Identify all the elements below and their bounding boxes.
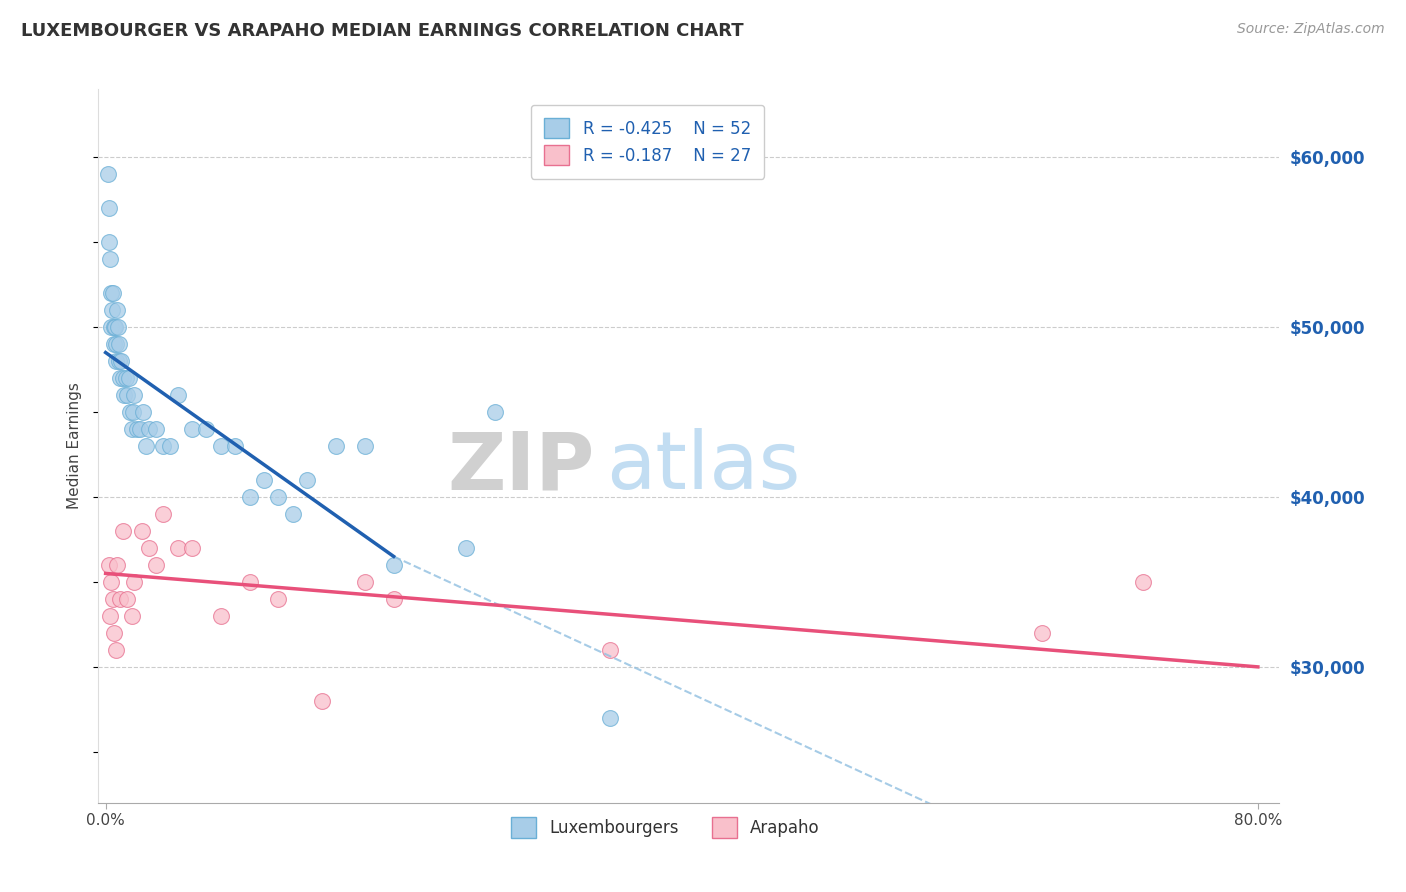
- Point: [107, 320, 129, 334]
- Text: atlas: atlas: [606, 428, 800, 507]
- Point: [267, 591, 290, 606]
- Point: [209, 608, 232, 623]
- Point: [382, 591, 405, 606]
- Point: [101, 591, 124, 606]
- Point: [120, 405, 142, 419]
- Point: [97, 167, 120, 181]
- Point: [354, 574, 377, 589]
- Point: [267, 490, 290, 504]
- Point: [181, 541, 204, 555]
- Point: [599, 711, 621, 725]
- Point: [239, 490, 262, 504]
- Point: [111, 371, 134, 385]
- Point: [110, 354, 132, 368]
- Point: [112, 388, 135, 402]
- Point: [124, 388, 146, 402]
- Point: [145, 558, 167, 572]
- Point: [104, 643, 127, 657]
- Point: [100, 574, 122, 589]
- Point: [101, 286, 124, 301]
- Point: [98, 608, 121, 623]
- Point: [115, 388, 138, 402]
- Point: [98, 252, 121, 266]
- Point: [132, 405, 155, 419]
- Point: [239, 574, 262, 589]
- Point: [124, 574, 146, 589]
- Point: [111, 524, 134, 538]
- Point: [152, 507, 174, 521]
- Point: [129, 422, 152, 436]
- Point: [101, 303, 124, 318]
- Point: [166, 541, 188, 555]
- Point: [104, 320, 127, 334]
- Point: [131, 524, 153, 538]
- Point: [114, 371, 136, 385]
- Point: [135, 439, 157, 453]
- Point: [108, 371, 131, 385]
- Point: [181, 422, 204, 436]
- Point: [103, 320, 125, 334]
- Point: [107, 337, 129, 351]
- Point: [97, 201, 120, 215]
- Y-axis label: Median Earnings: Median Earnings: [67, 383, 83, 509]
- Point: [159, 439, 181, 453]
- Point: [145, 422, 167, 436]
- Point: [354, 439, 377, 453]
- Point: [297, 473, 319, 487]
- Text: Source: ZipAtlas.com: Source: ZipAtlas.com: [1237, 22, 1385, 37]
- Point: [98, 235, 121, 249]
- Point: [108, 354, 131, 368]
- Point: [105, 303, 128, 318]
- Point: [281, 507, 304, 521]
- Point: [224, 439, 246, 453]
- Point: [121, 422, 143, 436]
- Point: [484, 405, 506, 419]
- Point: [118, 371, 141, 385]
- Point: [253, 473, 276, 487]
- Point: [105, 354, 128, 368]
- Point: [382, 558, 405, 572]
- Point: [152, 439, 174, 453]
- Point: [454, 541, 477, 555]
- Point: [1031, 626, 1053, 640]
- Point: [97, 558, 120, 572]
- Point: [100, 320, 122, 334]
- Point: [122, 405, 145, 419]
- Point: [103, 337, 125, 351]
- Legend: Luxembourgers, Arapaho: Luxembourgers, Arapaho: [505, 811, 827, 845]
- Text: LUXEMBOURGER VS ARAPAHO MEDIAN EARNINGS CORRELATION CHART: LUXEMBOURGER VS ARAPAHO MEDIAN EARNINGS …: [21, 22, 744, 40]
- Point: [103, 626, 125, 640]
- Text: ZIP: ZIP: [447, 428, 595, 507]
- Point: [121, 608, 143, 623]
- Point: [1132, 574, 1154, 589]
- Point: [138, 541, 160, 555]
- Point: [100, 286, 122, 301]
- Point: [138, 422, 160, 436]
- Point: [195, 422, 218, 436]
- Point: [599, 643, 621, 657]
- Point: [166, 388, 188, 402]
- Point: [325, 439, 347, 453]
- Point: [108, 591, 131, 606]
- Point: [104, 337, 127, 351]
- Point: [105, 558, 128, 572]
- Point: [311, 694, 333, 708]
- Point: [115, 591, 138, 606]
- Point: [127, 422, 149, 436]
- Point: [209, 439, 232, 453]
